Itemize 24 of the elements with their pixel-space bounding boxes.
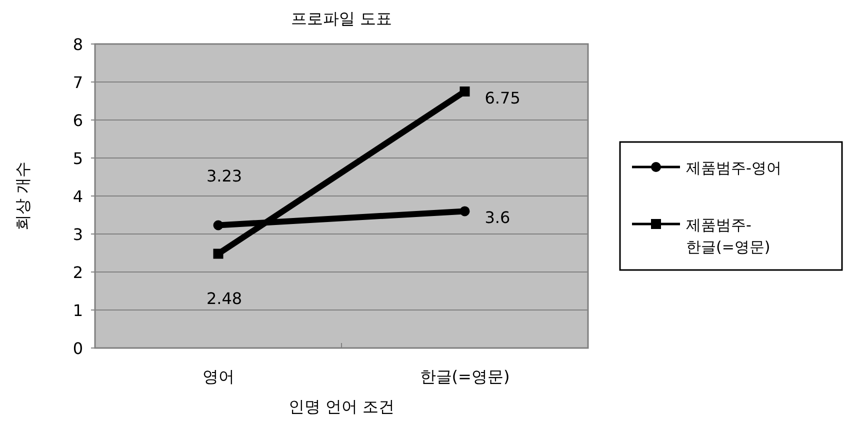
x-tick-label: 한글(=영문)	[420, 367, 510, 386]
y-axis-title: 회상 개수	[13, 161, 32, 231]
x-axis-title: 인명 언어 조건	[288, 397, 395, 416]
y-tick-label: 5	[72, 149, 83, 168]
legend-label: 제품범주-영어	[686, 159, 782, 177]
data-label: 6.75	[484, 88, 520, 108]
point	[460, 206, 470, 216]
x-tick-label: 영어	[202, 367, 234, 386]
y-tick-label: 8	[72, 35, 83, 54]
y-tick-label: 1	[72, 301, 83, 320]
point	[213, 248, 224, 259]
y-tick-label: 7	[72, 73, 83, 92]
point	[460, 86, 470, 96]
chart-title: 프로파일 도표	[290, 9, 392, 28]
point	[213, 220, 224, 230]
data-label: 2.48	[206, 288, 242, 308]
data-label: 3.6	[484, 208, 510, 228]
y-tick-label: 4	[72, 187, 83, 206]
y-tick-label: 6	[72, 111, 83, 130]
y-tick-label: 3	[72, 225, 83, 244]
legend-label: 제품범주-한글(=영문)	[686, 216, 770, 256]
y-tick-label: 2	[72, 263, 83, 282]
y-tick-label: 0	[72, 339, 83, 358]
data-label: 3.23	[206, 166, 242, 186]
